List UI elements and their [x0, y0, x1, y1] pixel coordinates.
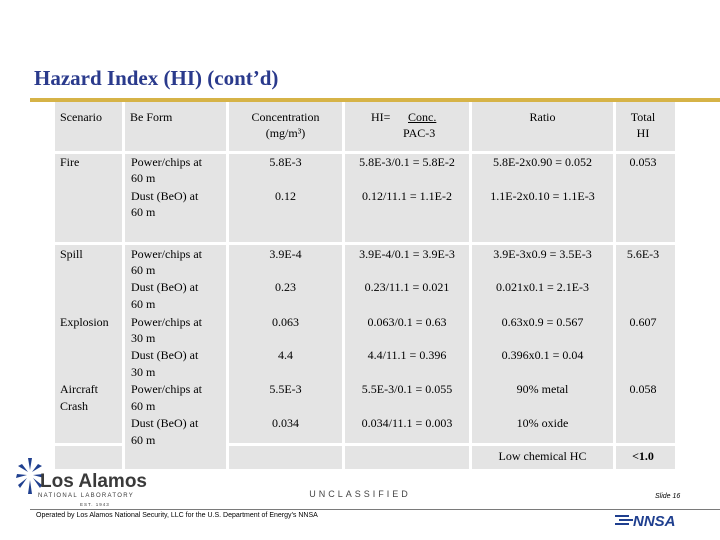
concentration: 0.23 [275, 280, 296, 294]
be-form: 60 m [131, 205, 156, 219]
ratio-value: 0.021x0.1 = 2.1E-3 [495, 280, 590, 294]
header-hi-numerator: Conc. [408, 110, 437, 124]
be-form: Power/chips at [131, 382, 202, 396]
hi-value: 0.12/11.1 = 1.1E-2 [362, 189, 452, 203]
summary-cell [55, 446, 122, 469]
org-name: Los Alamos [40, 471, 147, 492]
total-hi: 0.053 [629, 155, 657, 169]
concentration: 0.063 [272, 315, 299, 329]
hazard-table [55, 102, 675, 469]
header-cell [55, 102, 122, 151]
slide-number: Slide 16 [655, 493, 681, 500]
be-form: Dust (BeO) at [131, 189, 199, 203]
total-hi: 0.058 [629, 382, 657, 396]
header-hi-denominator: PAC-3 [403, 126, 436, 140]
be-form: Dust (BeO) at [131, 416, 199, 430]
header-concentration-unit: (mg/m³) [265, 126, 306, 140]
header-total: Total [630, 110, 656, 124]
scenario-spill: Spill [60, 247, 83, 261]
org-subtitle: NATIONAL LABORATORY [38, 493, 135, 499]
body-cell [125, 245, 226, 469]
summary-value: <1.0 [632, 449, 654, 463]
nnsa-logo-icon: NNSA [615, 510, 685, 535]
body-cell [616, 245, 675, 443]
body-cell [616, 154, 675, 242]
scenario-crash: Crash [60, 399, 88, 413]
hi-value: 0.063/0.1 = 0.63 [367, 315, 447, 329]
body-cell [229, 154, 342, 242]
ratio-value: 5.8E-2x0.90 = 0.052 [492, 155, 593, 169]
body-cell [55, 154, 122, 242]
concentration: 5.8E-3 [269, 155, 302, 169]
summary-label: Low chemical HC [498, 449, 587, 463]
scenario-fire: Fire [60, 155, 80, 169]
ratio-value: 90% metal [516, 382, 569, 396]
hi-value: 0.034/11.1 = 0.003 [361, 416, 453, 430]
be-form: 60 m [131, 399, 156, 413]
classification-label: UNCLASSIFIED [309, 489, 411, 499]
header-cell [125, 102, 226, 151]
header-cell [472, 102, 613, 151]
body-cell [345, 154, 469, 242]
header-scenario: Scenario [60, 110, 102, 124]
concentration: 4.4 [278, 348, 293, 362]
concentration: 0.034 [272, 416, 299, 430]
body-cell [345, 245, 469, 443]
summary-cell [616, 446, 675, 469]
org-established: EST. 1943 [80, 502, 110, 507]
footer-rule [30, 509, 720, 510]
lanl-logo-icon [14, 456, 46, 501]
be-form: 60 m [131, 171, 156, 185]
nnsa-label: NNSA [633, 513, 676, 530]
ratio-value: 1.1E-2x0.10 = 1.1E-3 [490, 189, 595, 203]
header-hi-prefix: HI= [371, 110, 391, 124]
scenario-aircraft: Aircraft [60, 382, 98, 396]
body-cell [229, 245, 342, 443]
operated-by-text: Operated by Los Alamos National Security… [36, 512, 318, 519]
hi-value: 5.5E-3/0.1 = 0.055 [361, 382, 453, 396]
ratio-value: 0.396x0.1 = 0.04 [501, 348, 584, 362]
be-form: Dust (BeO) at [131, 280, 199, 294]
summary-cell [472, 446, 613, 469]
be-form: 60 m [131, 297, 156, 311]
summary-cell [345, 446, 469, 469]
title-rule [30, 98, 720, 102]
concentration: 0.12 [275, 189, 296, 203]
hi-value: 4.4/11.1 = 0.396 [367, 348, 447, 362]
scenario-explosion: Explosion [60, 315, 109, 329]
header-cell [616, 102, 675, 151]
header-concentration: Concentration [251, 110, 320, 124]
body-cell [125, 154, 226, 242]
be-form: Dust (BeO) at [131, 348, 199, 362]
be-form: 60 m [131, 263, 156, 277]
body-cell [55, 245, 122, 443]
ratio-value: 3.9E-3x0.9 = 3.5E-3 [493, 247, 592, 261]
hi-value: 5.8E-3/0.1 = 5.8E-2 [359, 155, 455, 169]
header-cell [345, 102, 469, 151]
body-cell [472, 154, 613, 242]
be-form: 30 m [131, 331, 156, 345]
be-form: Power/chips at [131, 155, 202, 169]
be-form: 60 m [131, 433, 156, 447]
ratio-value: 10% oxide [516, 416, 569, 430]
be-form: Power/chips at [131, 315, 202, 329]
hi-value: 3.9E-4/0.1 = 3.9E-3 [359, 247, 455, 261]
hi-value: 0.23/11.1 = 0.021 [364, 280, 450, 294]
concentration: 5.5E-3 [269, 382, 302, 396]
total-hi: 0.607 [629, 315, 657, 329]
header-total-hi: HI [636, 126, 650, 140]
header-cell [229, 102, 342, 151]
header-be-form: Be Form [130, 110, 173, 124]
header-ratio: Ratio [529, 110, 556, 124]
be-form: Power/chips at [131, 247, 202, 261]
ratio-value: 0.63x0.9 = 0.567 [501, 315, 584, 329]
slide-title: Hazard Index (HI) (cont’d) [34, 66, 279, 90]
summary-cell [229, 446, 342, 469]
concentration: 3.9E-4 [269, 247, 302, 261]
be-form: 30 m [131, 365, 156, 379]
total-hi: 5.6E-3 [626, 247, 660, 261]
body-cell [472, 245, 613, 443]
